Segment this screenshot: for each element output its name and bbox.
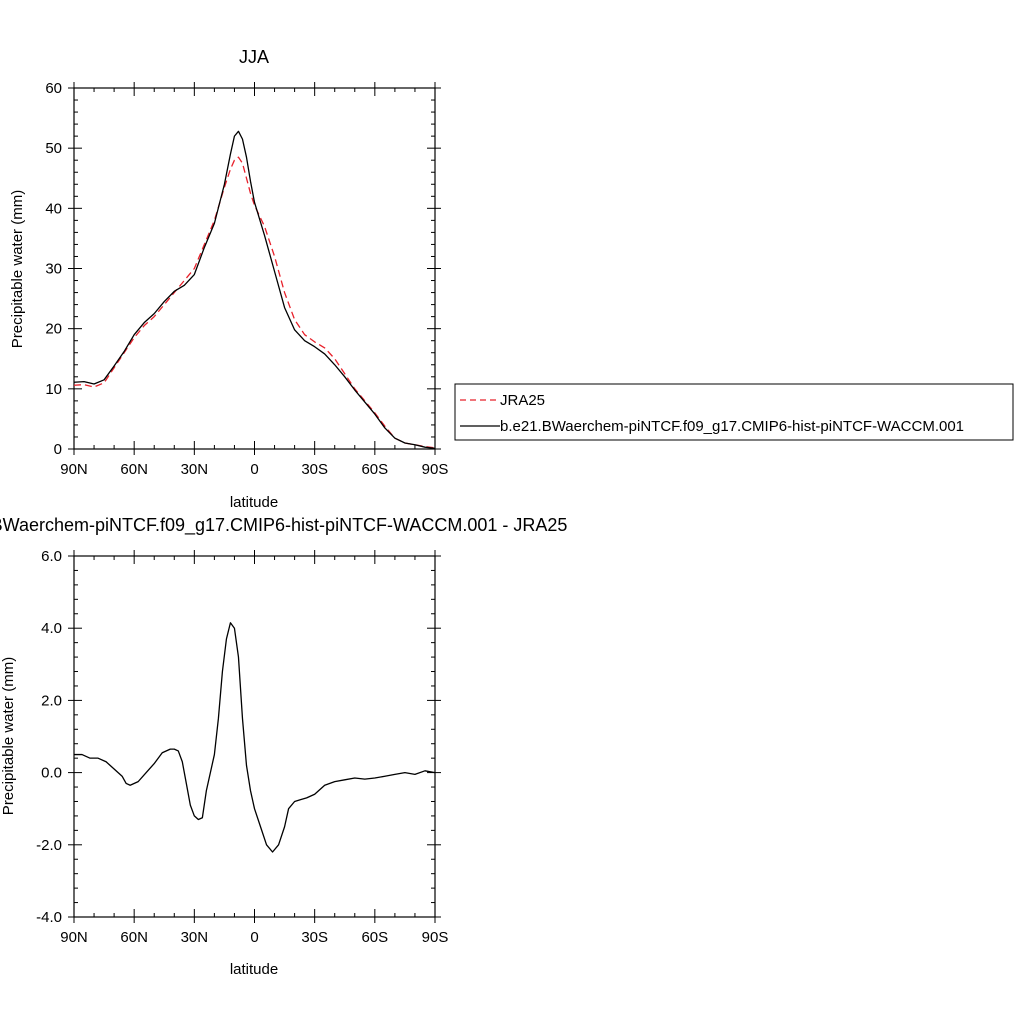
bottom-y-tick-label: -4.0 [36, 909, 62, 926]
top-y-tick-label: 0 [54, 441, 62, 458]
bottom-y-tick-label: 2.0 [41, 692, 62, 709]
top-x-tick-label: 90N [60, 461, 88, 478]
bottom-x-tick-label: 30S [301, 929, 328, 946]
bottom-x-tick-label: 90S [422, 929, 449, 946]
top-series [73, 130, 436, 450]
bottom-x-axis-label: latitude [230, 961, 278, 978]
bottom-series [74, 622, 436, 853]
top-y-tick-label: 30 [45, 261, 62, 278]
bottom-x-tick-label: 90N [60, 929, 88, 946]
top-x-tick-label: 0 [250, 461, 258, 478]
bottom-y-tick-label: 0.0 [41, 765, 62, 782]
top-plot-frame [73, 87, 436, 450]
top-x-tick-label: 30S [301, 461, 328, 478]
top-x-axis-label: latitude [230, 494, 278, 511]
top-y-tick-label: 20 [45, 321, 62, 338]
top-ticks: 90N 60N 30N 0 30S 60S 90S 0 10 20 30 40 50 60 [45, 80, 448, 478]
legend-label-jra25: JRA25 [500, 392, 545, 409]
bottom-y-tick-label: 6.0 [41, 548, 62, 565]
bottom-x-tick-label: 0 [250, 929, 258, 946]
top-series-line-1 [73, 130, 436, 450]
top-chart-title: JJA [239, 47, 269, 67]
bottom-y-axis-label: Precipitable water (mm) [0, 657, 17, 815]
bottom-x-tick-label: 60S [361, 929, 388, 946]
bottom-chart-title: b.e21.BWaerchem-piNTCF.f09_g17.CMIP6-his… [0, 515, 567, 536]
bottom-ticks: 90N 60N 30N 0 30S 60S 90S -4.0 -2.0 0.0 2.0 4.0 6.0 [36, 548, 448, 946]
legend-label-model: b.e21.BWaerchem-piNTCF.f09_g17.CMIP6-his… [500, 418, 964, 435]
top-y-axis-label: Precipitable water (mm) [9, 190, 26, 348]
top-y-tick-label: 60 [45, 80, 62, 97]
top-x-tick-label: 30N [181, 461, 209, 478]
top-x-tick-label: 60S [361, 461, 388, 478]
bottom-x-tick-label: 30N [181, 929, 209, 946]
bottom-x-tick-label: 60N [120, 929, 148, 946]
bottom-panel: b.e21.BWaerchem-piNTCF.f09_g17.CMIP6-his… [0, 515, 567, 978]
top-y-tick-label: 40 [45, 200, 62, 217]
bottom-series-line-0 [74, 622, 436, 853]
bottom-y-tick-label: 4.0 [41, 620, 62, 637]
top-series-line-0 [73, 156, 436, 449]
top-x-tick-label: 90S [422, 461, 449, 478]
bottom-plot-frame [73, 555, 436, 918]
legend-box [454, 383, 1014, 441]
top-x-tick-label: 60N [120, 461, 148, 478]
top-panel: JJA 90N 60N 30N 0 30S 60S 90S 0 10 20 30 40 50 60 lat… [9, 47, 1014, 511]
top-y-tick-label: 50 [45, 140, 62, 157]
top-y-tick-label: 10 [45, 381, 62, 398]
legend: JRA25 b.e21.BWaerchem-piNTCF.f09_g17.CMI… [454, 383, 1014, 441]
bottom-y-tick-label: -2.0 [36, 837, 62, 854]
